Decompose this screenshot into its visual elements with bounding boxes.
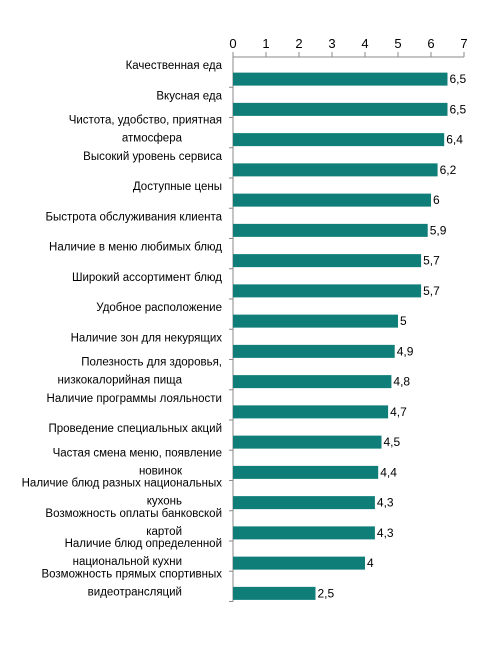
data-label: 4,4 [380,465,397,479]
bar [233,193,431,207]
data-label: 5,7 [423,284,440,298]
value-labels: 6,5 6,5 6,4 6,2 6 5,9 5,7 5,7 5 4,9 4,8 4,7 4,5 4,4 4,… [318,72,467,600]
data-label: 5 [400,314,407,328]
category-label: Широкий ассортимент блюд [72,272,222,284]
bar [233,435,382,449]
bar [233,375,392,389]
data-label: 4,3 [377,496,394,510]
data-label: 6,5 [450,72,467,86]
category-label: Возможность прямых спортивных видеотрансл… [41,568,222,598]
bar [233,526,375,540]
bar [233,102,448,116]
bar [233,72,448,86]
x-tick-label: 4 [361,36,368,51]
data-label: 5,9 [430,223,447,237]
data-label: 5,7 [423,254,440,268]
bar [233,284,422,298]
bar [233,163,438,177]
data-label: 6,4 [446,133,463,147]
category-labels: Качественная еда Вкусная еда Чистота, удоб… [22,60,223,598]
bar [233,223,428,237]
x-tick-label: 5 [394,36,401,51]
x-tick-label: 3 [328,36,335,51]
bar [233,496,375,510]
data-label: 4 [367,556,374,570]
x-tick-label: 6 [427,36,434,51]
bar [233,405,389,419]
bar [233,254,422,268]
data-label: 6,2 [440,163,457,177]
category-label: Вкусная еда [156,90,222,102]
category-label: Наличие блюд определенной национальной ку… [65,538,222,568]
category-label: Наличие программы лояльности [47,393,222,405]
category-label: Удобное расположение [96,302,222,314]
bar [233,314,398,328]
category-label: Быстрота обслуживания клиента [45,211,222,223]
data-label: 4,9 [397,344,414,358]
category-label: Доступные цены [133,181,222,193]
data-label: 4,3 [377,526,394,540]
x-tick-label: 2 [295,36,302,51]
x-tick-label: 7 [460,36,467,51]
category-label: Качественная еда [126,60,223,72]
category-label: Высокий уровень сервиса [83,151,222,163]
category-label: Наличие зон для некурящих [71,332,223,344]
category-label: Чистота, удобство, приятная атмосфера [69,115,222,145]
bar [233,344,395,358]
x-tick-label: 1 [262,36,269,51]
data-label: 4,7 [390,405,407,419]
category-label: Наличие блюд разных национальных кухонь [22,478,223,508]
data-label: 6 [433,193,440,207]
data-label: 6,5 [450,102,467,116]
category-label: Частая смена меню, появление новинок [53,447,222,477]
bar [233,465,379,479]
category-label: Возможность оплаты банковской картой [45,508,222,538]
category-label: Проведение специальных акций [48,423,222,435]
x-tick-label: 0 [229,36,236,51]
bar [233,556,365,570]
bar-series [233,72,448,600]
data-label: 4,5 [384,435,401,449]
data-label: 2,5 [318,586,335,600]
data-label: 4,8 [393,375,410,389]
bar [233,586,316,600]
category-label: Наличие в меню любимых блюд [49,242,222,254]
category-label: Полезность для здоровья, низкокалорийная … [58,357,222,387]
bar [233,133,445,147]
x-axis: 0 1 2 3 4 5 6 7 [229,36,468,602]
